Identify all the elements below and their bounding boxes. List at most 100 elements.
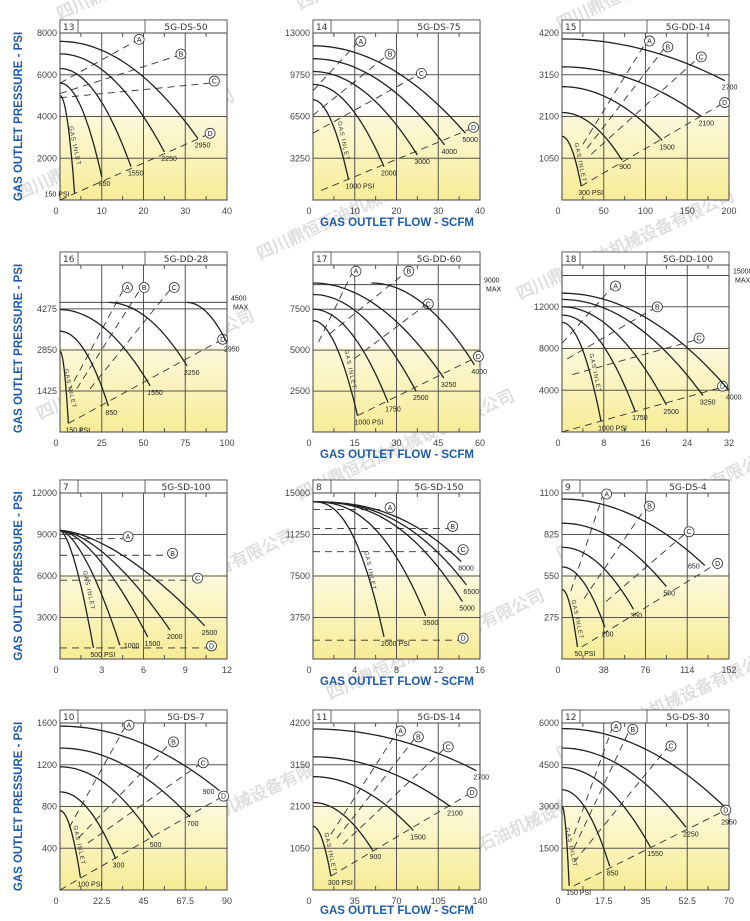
pressure-curve	[59, 529, 171, 631]
line-marker-circle	[719, 97, 731, 108]
dashed-line-b	[336, 738, 415, 839]
curve-label: 4000	[471, 369, 487, 376]
line-marker-circle	[204, 127, 216, 139]
y-tick-label: 800	[42, 802, 57, 812]
y-tick-label: 4000	[539, 385, 559, 395]
model-label: 5G-DS-4	[669, 483, 707, 493]
line-marker-circle	[468, 121, 479, 133]
x-tick-label: 3	[99, 665, 104, 675]
y-tick-label: 825	[544, 530, 559, 540]
line-marker-label: C	[699, 54, 704, 61]
curve-label: 150 PSI	[566, 890, 591, 897]
pressure-curve	[561, 727, 725, 807]
x-tick-label: 25	[97, 438, 107, 448]
y-tick-label: 11250	[286, 530, 310, 540]
pressure-curve	[561, 298, 704, 396]
curve-label: 500	[663, 591, 675, 598]
x-tick-label: 16	[640, 438, 650, 448]
line-marker-circle	[662, 41, 674, 53]
line-marker-label: A	[137, 37, 142, 44]
curve-label: 1550	[147, 390, 163, 397]
model-label: 5G-DS-75	[417, 23, 460, 33]
line-marker-label: B	[630, 727, 635, 734]
line-marker-label: C	[201, 760, 206, 767]
curve-label: 1000 PSI	[355, 420, 384, 427]
x-tick-label: 12	[222, 665, 232, 675]
line-marker-label: C	[461, 547, 466, 554]
line-marker-circle	[218, 790, 229, 802]
x-tick-label: 10	[350, 206, 360, 216]
pressure-curve	[561, 522, 667, 588]
line-marker-label: C	[687, 529, 692, 536]
y-axis-title: GAS OUTLET PRESSURE - PSI	[13, 491, 25, 660]
line-marker-label: D	[220, 337, 225, 344]
line-marker-circle	[447, 521, 459, 532]
y-tick-label: 1050	[290, 843, 310, 853]
curve-label: 100 PSI	[77, 881, 102, 888]
pressure-curve	[313, 776, 414, 831]
x-tick-label: 30	[391, 438, 401, 448]
pressure-curve	[312, 282, 445, 379]
line-marker-circle	[457, 632, 469, 644]
y-tick-label: 4275	[37, 304, 57, 314]
curve-label: 3250	[700, 399, 716, 406]
line-marker-circle	[133, 33, 145, 45]
line-marker-label: A	[604, 492, 609, 499]
line-marker-circle	[384, 48, 396, 60]
x-tick-label: 0	[306, 438, 311, 448]
y-tick-label: 1050	[539, 153, 559, 163]
x-tick-label: 0	[555, 665, 560, 675]
pressure-curve	[313, 501, 385, 638]
model-label: 5G-DS-50	[164, 23, 208, 33]
line-marker-label: A	[614, 724, 619, 731]
line-marker-circle	[197, 757, 209, 769]
y-tick-label: 5000	[290, 345, 310, 355]
line-marker-circle	[168, 282, 180, 293]
pressure-curve	[313, 501, 462, 563]
plot-border	[59, 492, 228, 660]
curve-label: 150 PSI	[45, 192, 70, 199]
y-tick-label: 2100	[539, 112, 559, 122]
line-marker-label: C	[419, 71, 424, 78]
x-tick-label: 20	[391, 206, 401, 216]
line-marker-circle	[167, 547, 178, 559]
dashed-line-c	[573, 747, 668, 863]
x-tick-label: 140	[472, 896, 487, 906]
x-tick-label: 38	[599, 665, 609, 675]
line-marker-circle	[717, 380, 728, 392]
line-marker-label: A	[613, 283, 618, 290]
pressure-curve	[312, 308, 389, 403]
pressure-curve	[371, 282, 475, 366]
curve-label: 850	[105, 410, 117, 417]
line-marker-circle	[473, 350, 484, 362]
line-marker-circle	[123, 719, 135, 731]
pressure-curve	[561, 111, 623, 161]
plot-border	[561, 492, 730, 660]
x-tick-label: 0	[306, 206, 311, 216]
model-label: 5G-DD-14	[666, 23, 711, 33]
chart-number: 17	[316, 255, 327, 265]
plot-border	[561, 264, 730, 433]
dashed-line-b	[583, 507, 646, 599]
line-marker-circle	[720, 804, 732, 816]
line-marker-label: D	[476, 354, 481, 361]
model-label: 5G-DS-30	[666, 713, 710, 723]
line-marker-circle	[168, 736, 179, 748]
dashed-line-d	[561, 387, 719, 433]
dashed-line-d	[59, 134, 207, 201]
chart-16: 16 5G-DD-28 0 25 50 75 100 1425 2850 4275 4500 MAX A…	[37, 251, 249, 448]
line-marker-label: D	[470, 790, 475, 797]
x-tick-label: 35	[640, 896, 650, 906]
plot-border	[312, 492, 481, 660]
x-tick-label: 90	[222, 896, 232, 906]
x-tick-label: 0	[53, 206, 58, 216]
chart-number: 8	[316, 483, 322, 493]
pressure-curve	[59, 529, 95, 649]
line-marker-label: A	[647, 38, 652, 45]
model-label: 5G-DD-100	[663, 255, 714, 265]
line-marker-label: D	[722, 100, 727, 107]
pressure-curve	[59, 747, 191, 818]
x-tick-label: 4	[352, 665, 357, 675]
chart-number: 9	[565, 483, 571, 493]
curve-label: 2000	[381, 171, 397, 178]
